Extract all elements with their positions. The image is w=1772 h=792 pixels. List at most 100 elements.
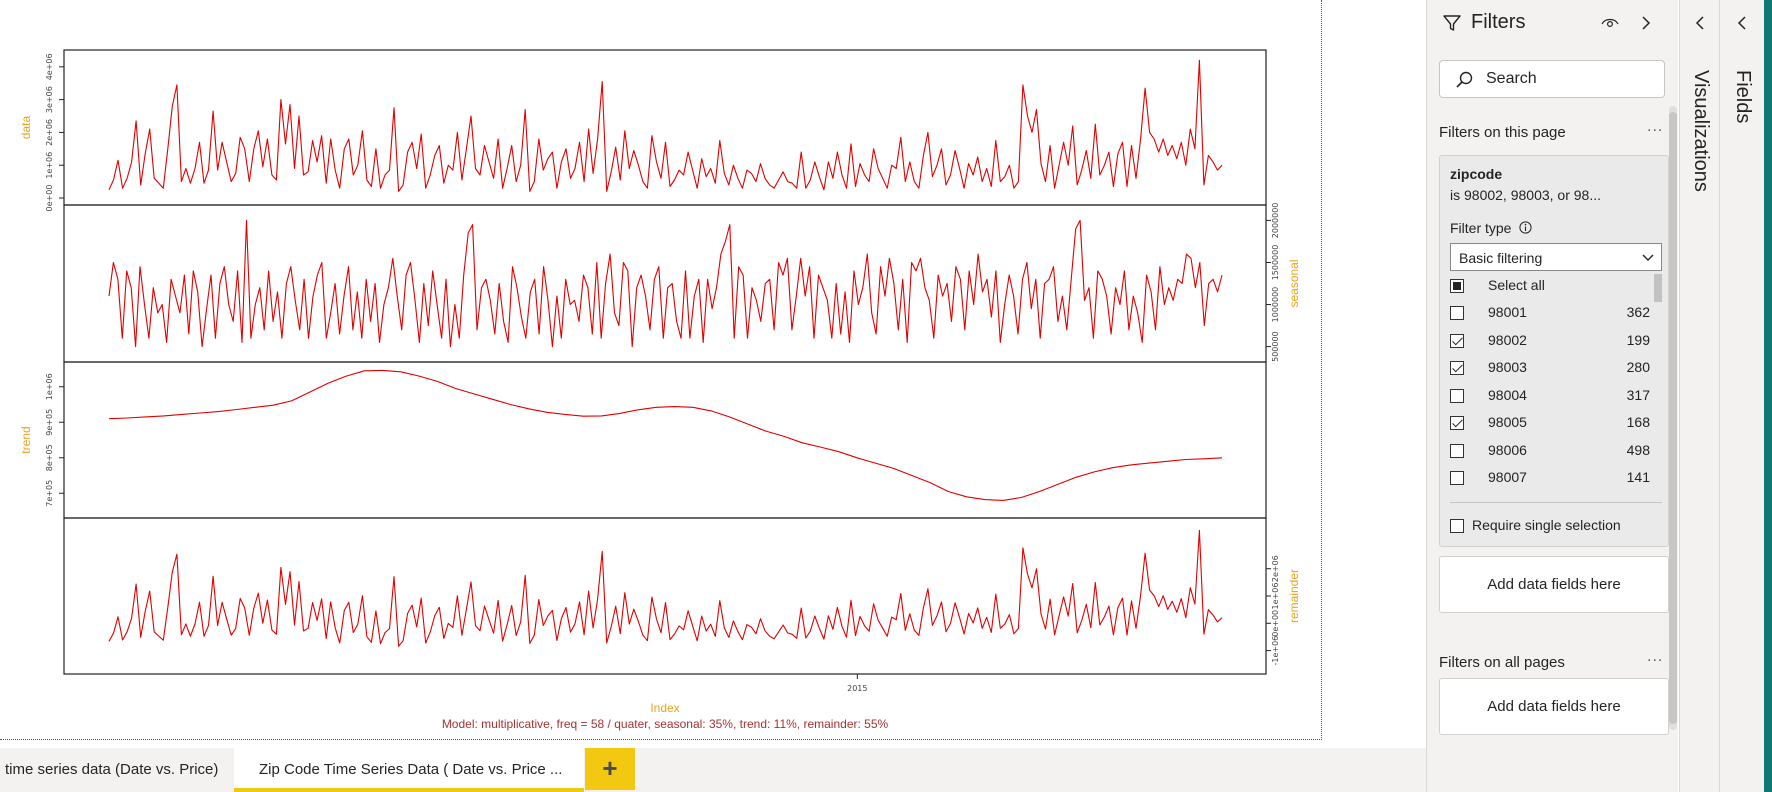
data-tick-label: 4e+06 [45, 53, 54, 80]
seasonal-tick-label: 1500000 [1271, 245, 1280, 281]
filters-header: Filters [1427, 0, 1679, 46]
eye-visibility-icon[interactable] [1599, 12, 1621, 34]
zipcode-option-checkbox[interactable] [1450, 361, 1464, 375]
remainder-tick-label: 0e+00 [1271, 610, 1280, 637]
zipcode-option-label: 98004 [1488, 386, 1527, 403]
trend-panel-frame [63, 361, 1267, 519]
seasonal-tick-label: 1000000 [1271, 287, 1280, 323]
zipcode-option[interactable]: 98001 362 [1450, 301, 1650, 325]
zipcode-option[interactable]: 98002 199 [1450, 329, 1650, 353]
expand-chevron-left-icon[interactable] [1691, 12, 1709, 34]
data-series-line [108, 59, 1223, 192]
zipcode-option-count: 498 [1626, 441, 1650, 458]
select-all-label: Select all [1488, 277, 1545, 293]
zipcode-option-checkbox[interactable] [1450, 306, 1464, 320]
trend-tick-label: 9e+05 [45, 409, 54, 436]
remainder-tick-label: 1e+06 [1271, 583, 1280, 610]
zipcode-option-count: 280 [1626, 359, 1650, 375]
zipcode-option-label: 98001 [1488, 304, 1527, 320]
zipcode-option-count: 141 [1626, 469, 1650, 485]
filter-type-text: Filter type [1450, 220, 1512, 236]
require-single-selection-label: Require single selection [1472, 517, 1621, 533]
filter-field-name: zipcode [1450, 166, 1503, 182]
add-data-fields-all-pages-dropzone[interactable]: Add data fields here [1439, 678, 1669, 735]
report-canvas[interactable]: 0e+00 1e+06 2e+06 3e+06 4e+06 data 500000 10000… [0, 0, 1322, 740]
filters-pane: Filters Search Filters on this page ... … [1426, 0, 1678, 792]
remainder-series-line [108, 529, 1223, 647]
zipcode-option-checkbox[interactable] [1450, 333, 1464, 348]
data-tick-label: 2e+06 [45, 119, 54, 146]
zipcode-option-checkbox[interactable] [1450, 416, 1464, 430]
zipcode-option-label: 98007 [1488, 469, 1527, 485]
filters-all-pages-more-button[interactable]: ... [1647, 648, 1664, 665]
filter-type-value: Basic filtering [1459, 250, 1543, 266]
trend-tick-label: 7e+05 [45, 480, 54, 507]
seasonal-tick-label: 2000000 [1271, 203, 1280, 239]
info-icon[interactable] [1519, 221, 1532, 234]
x-axis-title: Index [650, 701, 679, 715]
select-all-option[interactable]: Select all [1450, 274, 1650, 298]
zipcode-option[interactable]: 98006 498 [1450, 439, 1650, 463]
accent-strip [1764, 0, 1772, 792]
filters-pane-scrollbar[interactable] [1669, 106, 1677, 730]
trend-tick-label: 8e+05 [45, 444, 54, 471]
filter-funnel-icon [1443, 15, 1461, 31]
zipcode-option-label: 98005 [1488, 414, 1527, 430]
zipcode-option[interactable]: 98005 168 [1450, 411, 1650, 435]
page-tab-bar: time series data (Date vs. Price) Zip Co… [0, 748, 1428, 792]
trend-series-line [108, 369, 1223, 501]
trend-axis-title: trend [19, 426, 33, 453]
search-placeholder: Search [1486, 70, 1537, 87]
remainder-panel-frame [63, 517, 1267, 675]
stl-decomposition-chart: 0e+001e+062e+063e+064e+06data50000010000… [19, 49, 1301, 731]
collapse-chevron-right-icon[interactable] [1635, 12, 1657, 34]
data-tick-label: 1e+06 [45, 152, 54, 179]
require-single-selection-checkbox[interactable] [1450, 519, 1464, 533]
filters-title: Filters [1471, 11, 1526, 33]
zipcode-option-checkbox[interactable] [1450, 388, 1464, 403]
add-page-button[interactable]: + [585, 748, 635, 790]
options-scrollbar-thumb[interactable] [1654, 274, 1662, 302]
zipcode-option-label: 98002 [1488, 331, 1527, 348]
seasonal-axis-title: seasonal [1287, 259, 1301, 307]
zipcode-option-checkbox[interactable] [1450, 471, 1464, 485]
remainder-tick-label: -1e+06 [1271, 636, 1280, 666]
data-tick-label: 3e+06 [45, 86, 54, 113]
zipcode-option[interactable]: 98004 317 [1450, 384, 1650, 408]
require-single-selection-option[interactable]: Require single selection [1450, 514, 1660, 536]
zipcode-filter-card[interactable]: zipcode is 98002, 98003, or 98... Filter… [1439, 155, 1669, 547]
filters-search-input[interactable]: Search [1439, 60, 1665, 98]
remainder-tick-label: 2e+06 [1271, 555, 1280, 582]
visualizations-label: Visualizations [1690, 70, 1712, 192]
chevron-down-icon [1642, 254, 1654, 261]
zipcode-option-count: 362 [1626, 304, 1650, 320]
filters-on-all-pages-label: Filters on all pages [1439, 654, 1565, 671]
zipcode-option-count: 199 [1626, 331, 1650, 348]
expand-chevron-left-icon[interactable] [1733, 12, 1751, 34]
options-scrollbar[interactable] [1654, 274, 1662, 544]
page-tab-time-series[interactable]: time series data (Date vs. Price) [5, 761, 219, 778]
zipcode-option-checkbox[interactable] [1450, 443, 1464, 458]
filter-summary: is 98002, 98003, or 98... [1450, 187, 1601, 203]
zipcode-option-count: 168 [1626, 414, 1650, 430]
visualizations-pane-collapsed[interactable]: Visualizations [1679, 0, 1719, 792]
page-tab-zip-code[interactable]: Zip Code Time Series Data ( Date vs. Pri… [234, 748, 584, 792]
data-panel-frame [63, 49, 1267, 206]
filter-type-dropdown[interactable]: Basic filtering [1450, 243, 1662, 271]
x-tick-label: 2015 [847, 684, 867, 693]
data-axis-title: data [19, 115, 33, 139]
trend-tick-label: 1e+06 [45, 373, 54, 400]
add-data-fields-page-dropzone[interactable]: Add data fields here [1439, 556, 1669, 613]
search-icon [1456, 71, 1473, 88]
filters-on-this-page-label: Filters on this page [1439, 124, 1566, 141]
zipcode-option[interactable]: 98007 141 [1450, 466, 1650, 490]
zipcode-option-count: 317 [1626, 386, 1650, 403]
zipcode-option-label: 98006 [1488, 441, 1527, 458]
filters-pane-scrollbar-thumb[interactable] [1669, 112, 1677, 724]
fields-label: Fields [1732, 70, 1754, 124]
zipcode-option[interactable]: 98003 280 [1450, 356, 1650, 380]
card-divider [1450, 502, 1662, 503]
select-all-checkbox[interactable] [1450, 279, 1464, 293]
filters-on-page-more-button[interactable]: ... [1647, 118, 1664, 135]
fields-pane-collapsed[interactable]: Fields [1719, 0, 1764, 792]
